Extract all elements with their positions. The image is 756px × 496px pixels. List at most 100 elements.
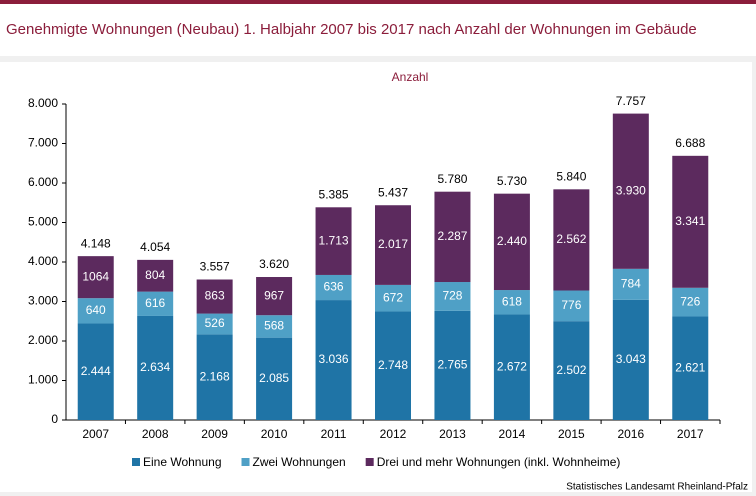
legend-swatch: [365, 458, 374, 466]
bar-segment: [375, 311, 411, 420]
legend-swatch: [241, 458, 250, 466]
bar-segment: [256, 277, 293, 316]
total-label: 5.780: [437, 172, 467, 186]
segment-label: 2.634: [140, 360, 170, 374]
total-label: 4.054: [140, 240, 170, 254]
legend-label: Eine Wohnung: [143, 455, 222, 469]
segment-label: 776: [561, 298, 581, 312]
y-tick-label: 4.000: [28, 254, 58, 268]
bar-segment: [375, 284, 411, 312]
y-tick-label: 1.000: [28, 373, 58, 387]
legend-label: Drei und mehr Wohnungen (inkl. Wohnheime…: [377, 455, 621, 469]
legend-label: Zwei Wohnungen: [253, 455, 346, 469]
bar-segment: [196, 279, 233, 314]
bar-segment: [77, 323, 114, 420]
bar-segment: [137, 259, 174, 292]
y-tick-label: 7.000: [28, 136, 58, 150]
bar-segment: [612, 299, 649, 420]
bar-segment: [553, 290, 590, 322]
x-tick-label: 2016: [617, 427, 644, 441]
segment-label: 2.287: [437, 229, 467, 243]
segment-label: 616: [145, 296, 165, 310]
bar-segment: [77, 256, 114, 299]
chart-title: Genehmigte Wohnungen (Neubau) 1. Halbjah…: [6, 21, 697, 38]
total-label: 5.730: [497, 174, 527, 188]
y-tick-label: 2.000: [28, 333, 58, 347]
bar-segment: [672, 155, 709, 288]
segment-label: 2.085: [259, 371, 289, 385]
segment-label: 3.341: [675, 214, 705, 228]
x-tick-label: 2013: [439, 427, 466, 441]
segment-label: 3.930: [616, 183, 646, 197]
bar-segment: [672, 316, 709, 420]
y-axis-label: Anzahl: [392, 70, 429, 84]
segment-label: 3.043: [616, 352, 646, 366]
segment-label: 726: [680, 294, 700, 308]
total-label: 4.148: [81, 236, 111, 250]
bar-segment: [315, 274, 352, 301]
y-tick-label: 3.000: [28, 294, 58, 308]
x-tick-label: 2008: [142, 427, 169, 441]
bar-segment: [196, 313, 233, 335]
bar-segment: [375, 205, 411, 285]
source: Statistisches Landesamt Rheinland-Pfalz: [566, 482, 748, 493]
bar-segment: [137, 315, 174, 420]
segment-label: 2.168: [200, 369, 230, 383]
y-tick-label: 6.000: [28, 175, 58, 189]
bar-segment: [434, 310, 471, 420]
y-tick-label: 0: [51, 412, 58, 426]
top-bar: [0, 0, 756, 4]
segment-label: 2.444: [81, 364, 111, 378]
y-tick-label: 8.000: [28, 96, 58, 110]
bar-segment: [553, 189, 590, 291]
total-label: 5.840: [556, 169, 586, 183]
total-label: 5.385: [319, 187, 349, 201]
x-tick-label: 2017: [677, 427, 704, 441]
total-label: 3.620: [259, 257, 289, 271]
bar-segment: [493, 314, 530, 420]
segment-label: 618: [502, 294, 522, 308]
bar-segment: [196, 334, 233, 420]
segment-label: 2.440: [497, 234, 527, 248]
x-tick-label: 2010: [261, 427, 288, 441]
bar-segment: [77, 298, 114, 324]
segment-label: 2.621: [675, 360, 705, 374]
segment-label: 672: [383, 290, 403, 304]
y-tick-label: 5.000: [28, 215, 58, 229]
bar-segment: [672, 287, 709, 317]
total-label: 3.557: [200, 260, 230, 274]
bar-segment: [434, 191, 471, 283]
segment-label: 640: [86, 303, 106, 317]
bar-segment: [612, 113, 649, 269]
bar-segment: [256, 337, 293, 420]
segment-label: 2.562: [556, 232, 586, 246]
segment-label: 1064: [82, 269, 109, 283]
bar-segment: [315, 300, 352, 420]
bar-segment: [434, 282, 471, 311]
total-label: 6.688: [675, 136, 705, 150]
segment-label: 3.036: [319, 352, 349, 366]
bar-segment: [137, 291, 174, 316]
segment-label: 2.672: [497, 359, 527, 373]
x-tick-label: 2007: [82, 427, 109, 441]
segment-label: 636: [324, 280, 344, 294]
segment-label: 2.017: [378, 237, 408, 251]
segment-label: 526: [205, 316, 225, 330]
segment-label: 967: [264, 288, 284, 302]
bar-segment: [315, 207, 352, 275]
bar-segment: [493, 193, 530, 291]
segment-label: 2.748: [378, 358, 408, 372]
legend-swatch: [132, 458, 140, 466]
bar-segment: [553, 321, 590, 420]
segment-label: 728: [442, 289, 462, 303]
segment-label: 784: [621, 276, 641, 290]
total-label: 7.757: [616, 94, 646, 108]
segment-label: 2.502: [556, 363, 586, 377]
bar-segment: [256, 315, 293, 338]
segment-label: 2.765: [437, 358, 467, 372]
segment-label: 1.713: [319, 233, 349, 247]
x-tick-label: 2012: [380, 427, 407, 441]
segment-label: 863: [205, 289, 225, 303]
